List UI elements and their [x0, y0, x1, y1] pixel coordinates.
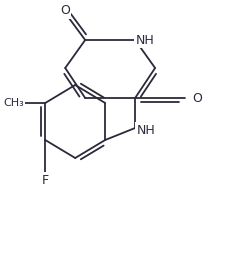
Text: O: O — [60, 4, 70, 18]
Text: O: O — [192, 92, 202, 104]
Text: NH: NH — [137, 124, 155, 136]
Text: F: F — [42, 173, 49, 187]
Text: CH₃: CH₃ — [3, 98, 24, 108]
Text: NH: NH — [136, 34, 155, 46]
